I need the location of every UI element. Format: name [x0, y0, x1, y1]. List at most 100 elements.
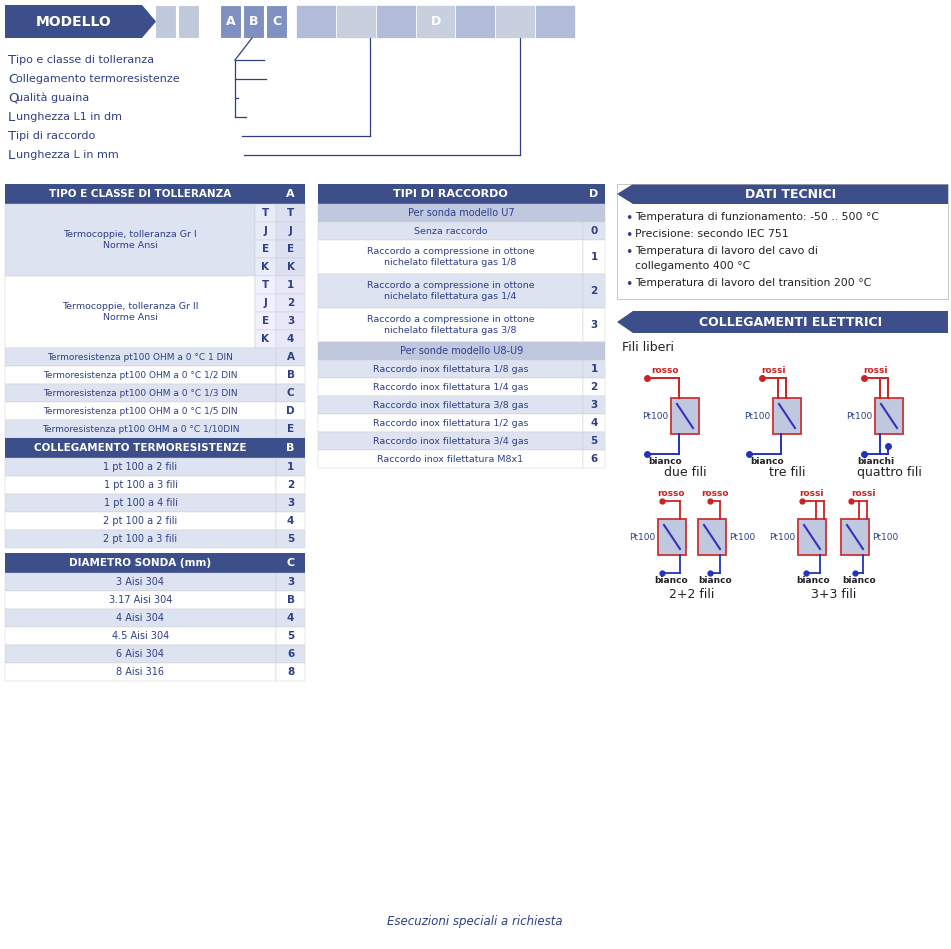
Bar: [276, 609, 305, 627]
Bar: [318, 240, 583, 274]
Bar: [5, 573, 276, 591]
Text: 4: 4: [591, 418, 597, 428]
Polygon shape: [617, 311, 948, 333]
Bar: [416, 5, 456, 38]
Bar: [5, 645, 276, 663]
Text: 0: 0: [591, 226, 597, 236]
Bar: [318, 378, 583, 396]
Text: 8: 8: [287, 667, 294, 677]
Bar: [5, 276, 255, 348]
Bar: [276, 458, 305, 476]
Text: 4: 4: [287, 334, 294, 344]
Text: Pt100: Pt100: [642, 412, 668, 420]
Text: bianco: bianco: [698, 576, 732, 585]
Bar: [658, 519, 686, 555]
Bar: [5, 494, 276, 512]
Text: 8 Aisi 316: 8 Aisi 316: [117, 667, 165, 677]
Text: Pt100: Pt100: [845, 412, 872, 420]
Text: Raccordo inox filettatura M8x1: Raccordo inox filettatura M8x1: [378, 455, 524, 463]
Text: 1: 1: [287, 280, 294, 290]
Text: rossi: rossi: [800, 489, 825, 498]
Bar: [276, 663, 305, 681]
Text: 2+2 fili: 2+2 fili: [670, 588, 715, 602]
Text: K: K: [262, 262, 269, 272]
Bar: [318, 360, 583, 378]
Bar: [841, 519, 869, 555]
Text: E: E: [262, 316, 269, 326]
Bar: [276, 645, 305, 663]
Bar: [583, 414, 605, 432]
Text: TIPI DI RACCORDO: TIPI DI RACCORDO: [393, 189, 508, 199]
Text: Raccordo inox filettatura 1/4 gas: Raccordo inox filettatura 1/4 gas: [373, 382, 528, 392]
Text: 3: 3: [287, 577, 294, 587]
Text: COLLEGAMENTO TERMORESISTENZE: COLLEGAMENTO TERMORESISTENZE: [34, 443, 246, 453]
Text: unghezza L in mm: unghezza L in mm: [16, 150, 119, 160]
Bar: [276, 276, 305, 294]
Bar: [276, 553, 305, 573]
Text: K: K: [286, 262, 295, 272]
Text: rossi: rossi: [864, 366, 888, 375]
Text: Raccordo inox filettatura 1/8 gas: Raccordo inox filettatura 1/8 gas: [373, 364, 528, 374]
Text: ipi di raccordo: ipi di raccordo: [16, 131, 95, 141]
Text: Raccordo a compressione in ottone
nichelato filettatura gas 1/4: Raccordo a compressione in ottone nichel…: [367, 281, 534, 301]
Bar: [276, 204, 305, 222]
Text: 2 pt 100 a 2 fili: 2 pt 100 a 2 fili: [104, 516, 178, 526]
Bar: [583, 378, 605, 396]
Bar: [5, 512, 276, 530]
Text: C: C: [286, 388, 294, 398]
Text: 4: 4: [287, 516, 294, 526]
Bar: [318, 222, 583, 240]
Text: A: A: [286, 189, 295, 199]
Text: 2 pt 100 a 3 fili: 2 pt 100 a 3 fili: [104, 534, 178, 544]
Text: rosso: rosso: [657, 489, 685, 498]
Bar: [276, 494, 305, 512]
Bar: [220, 5, 241, 38]
Text: Termoresistenza pt100 OHM a 0 °C 1/5 DIN: Termoresistenza pt100 OHM a 0 °C 1/5 DIN: [43, 406, 238, 416]
Bar: [583, 240, 605, 274]
Text: Termoresistenza pt100 OHM a 0 °C 1/3 DIN: Termoresistenza pt100 OHM a 0 °C 1/3 DIN: [43, 388, 238, 398]
Text: 6 Aisi 304: 6 Aisi 304: [117, 649, 165, 659]
Text: DATI TECNICI: DATI TECNICI: [745, 188, 836, 200]
Bar: [276, 366, 305, 384]
Bar: [276, 384, 305, 402]
Bar: [276, 348, 305, 366]
Text: Pt100: Pt100: [629, 532, 655, 542]
Text: 5: 5: [591, 436, 597, 446]
Bar: [276, 312, 305, 330]
Text: ollegamento termoresistenze: ollegamento termoresistenze: [16, 74, 180, 84]
Bar: [255, 204, 276, 222]
Text: J: J: [288, 226, 293, 236]
Text: Termoresistenza pt100 OHM a 0 °C 1/10DIN: Termoresistenza pt100 OHM a 0 °C 1/10DIN: [42, 424, 240, 434]
Bar: [318, 184, 583, 204]
Bar: [318, 396, 583, 414]
Text: due fili: due fili: [664, 466, 707, 478]
Bar: [276, 591, 305, 609]
Bar: [5, 402, 276, 420]
Text: 1 pt 100 a 4 fili: 1 pt 100 a 4 fili: [104, 498, 178, 508]
Text: 3: 3: [287, 498, 294, 508]
Text: T: T: [262, 208, 269, 218]
Bar: [255, 330, 276, 348]
Bar: [773, 398, 801, 434]
Bar: [583, 432, 605, 450]
Text: ipo e classe di tolleranza: ipo e classe di tolleranza: [16, 55, 154, 65]
Bar: [276, 330, 305, 348]
Bar: [318, 414, 583, 432]
Text: collegamento 400 °C: collegamento 400 °C: [635, 261, 750, 271]
Bar: [5, 204, 255, 276]
Text: Q: Q: [8, 91, 18, 104]
Text: 3: 3: [591, 400, 597, 410]
Text: 1: 1: [287, 462, 294, 472]
Bar: [255, 294, 276, 312]
Text: bianco: bianco: [649, 457, 682, 466]
Text: •: •: [625, 246, 632, 259]
Bar: [276, 402, 305, 420]
Text: 4.5 Aisi 304: 4.5 Aisi 304: [112, 631, 169, 641]
Bar: [5, 530, 276, 548]
Text: COLLEGAMENTI ELETTRICI: COLLEGAMENTI ELETTRICI: [699, 315, 883, 328]
Bar: [583, 222, 605, 240]
Text: Fili liberi: Fili liberi: [622, 341, 674, 354]
Text: 2: 2: [287, 298, 294, 308]
Text: Raccordo inox filettatura 3/4 gas: Raccordo inox filettatura 3/4 gas: [373, 437, 529, 445]
Text: E: E: [287, 244, 294, 254]
